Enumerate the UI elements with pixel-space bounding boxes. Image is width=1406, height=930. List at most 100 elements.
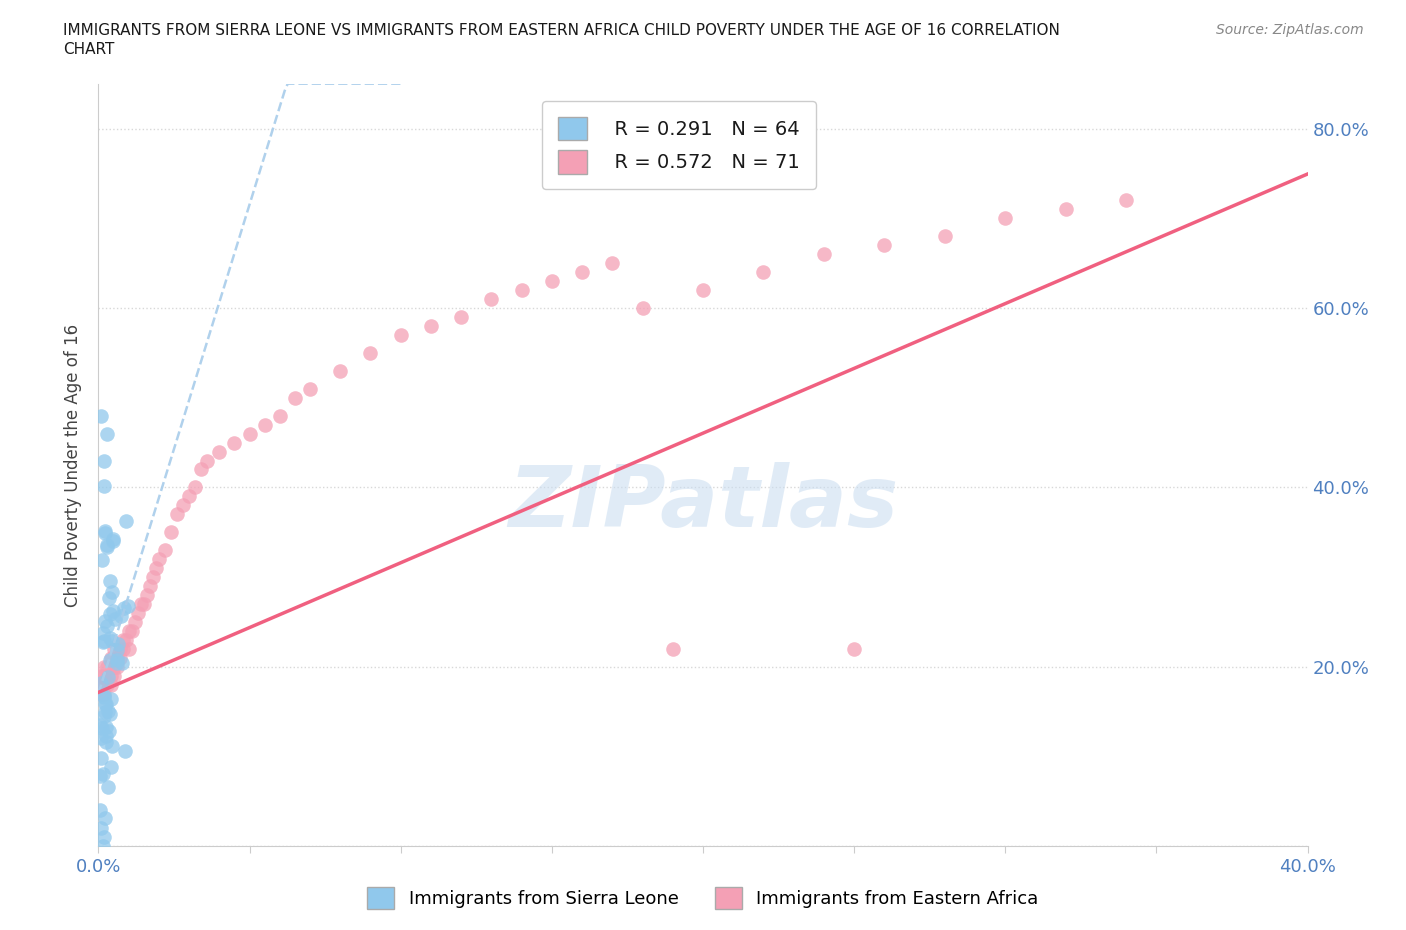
Point: [115, 513, 138, 528]
Point: [329, 364, 352, 379]
Point: [91, 626, 114, 641]
Point: [129, 597, 152, 612]
Point: [284, 391, 307, 405]
Point: [96, 677, 118, 692]
Point: [117, 599, 139, 614]
Point: [139, 578, 162, 593]
Point: [145, 561, 167, 576]
Point: [101, 738, 124, 753]
Point: [101, 633, 124, 648]
Point: [93, 810, 115, 825]
Point: [450, 310, 472, 325]
Text: IMMIGRANTS FROM SIERRA LEONE VS IMMIGRANTS FROM EASTERN AFRICA CHILD POVERTY UND: IMMIGRANTS FROM SIERRA LEONE VS IMMIGRAN…: [63, 23, 1060, 38]
Point: [96, 669, 118, 684]
Point: [90, 821, 112, 836]
Point: [103, 669, 125, 684]
Point: [103, 642, 125, 657]
Point: [93, 453, 115, 468]
Point: [98, 707, 121, 722]
Point: [96, 659, 118, 674]
Point: [98, 607, 121, 622]
Point: [91, 767, 114, 782]
Point: [631, 300, 654, 315]
Point: [97, 591, 120, 605]
Point: [118, 623, 141, 638]
Point: [101, 532, 124, 547]
Point: [661, 642, 683, 657]
Point: [98, 652, 121, 667]
Point: [89, 768, 111, 783]
Point: [97, 670, 120, 684]
Point: [105, 650, 128, 665]
Point: [172, 498, 194, 512]
Point: [94, 526, 117, 541]
Point: [93, 669, 115, 684]
Point: [110, 609, 132, 624]
Point: [239, 426, 262, 441]
Point: [100, 759, 122, 774]
Point: [96, 779, 118, 794]
Point: [253, 418, 276, 432]
Point: [98, 631, 121, 645]
Point: [813, 246, 835, 261]
Point: [108, 650, 131, 665]
Point: [96, 539, 118, 554]
Point: [96, 426, 118, 441]
Point: [934, 229, 956, 244]
Point: [93, 479, 115, 494]
Point: [195, 453, 218, 468]
Point: [114, 743, 136, 758]
Point: [127, 605, 149, 620]
Point: [208, 445, 231, 459]
Point: [90, 686, 112, 701]
Point: [91, 839, 114, 854]
Point: [420, 318, 443, 333]
Point: [360, 345, 382, 360]
Point: [142, 570, 165, 585]
Point: [269, 408, 291, 423]
Point: [132, 597, 155, 612]
Point: [96, 538, 118, 552]
Point: [100, 650, 122, 665]
Y-axis label: Child Poverty Under the Age of 16: Child Poverty Under the Age of 16: [65, 324, 83, 606]
Point: [111, 656, 134, 671]
Point: [124, 615, 146, 630]
Point: [108, 642, 131, 657]
Point: [93, 659, 115, 674]
Point: [121, 623, 143, 638]
Point: [481, 292, 503, 307]
Text: CHART: CHART: [63, 42, 115, 57]
Point: [571, 265, 593, 280]
Point: [89, 803, 111, 817]
Point: [93, 633, 115, 648]
Point: [96, 618, 118, 633]
Point: [107, 636, 129, 651]
Legend: Immigrants from Sierra Leone, Immigrants from Eastern Africa: Immigrants from Sierra Leone, Immigrants…: [360, 880, 1046, 916]
Point: [90, 669, 112, 684]
Point: [105, 659, 128, 674]
Point: [94, 614, 117, 629]
Point: [93, 830, 115, 844]
Point: [1054, 202, 1077, 217]
Point: [97, 703, 120, 718]
Point: [100, 677, 122, 692]
Point: [98, 573, 121, 588]
Point: [844, 642, 866, 657]
Point: [96, 735, 118, 750]
Point: [184, 480, 207, 495]
Point: [89, 718, 111, 733]
Point: [91, 634, 114, 649]
Point: [93, 709, 115, 724]
Point: [90, 552, 112, 567]
Point: [97, 724, 120, 738]
Point: [91, 721, 114, 736]
Point: [94, 697, 117, 711]
Point: [602, 256, 624, 271]
Point: [90, 408, 112, 423]
Point: [752, 265, 775, 280]
Point: [104, 612, 127, 627]
Point: [94, 697, 117, 711]
Point: [179, 489, 201, 504]
Point: [160, 525, 183, 539]
Point: [101, 534, 124, 549]
